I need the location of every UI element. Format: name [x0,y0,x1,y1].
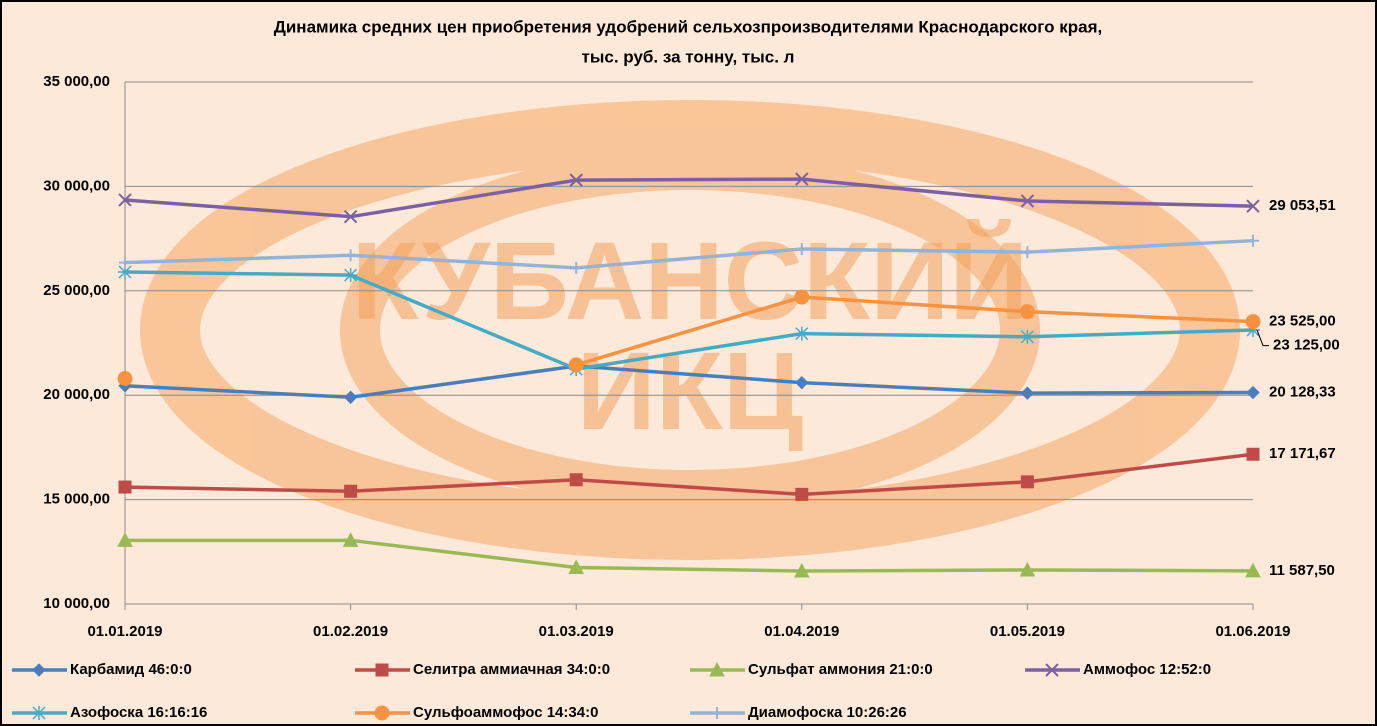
marker [1020,330,1034,344]
marker [795,290,809,304]
legend-label: Карбамид 46:0:0 [70,661,192,678]
marker [375,706,389,720]
marker [118,371,132,385]
legend-label: Диамофоска 10:26:26 [748,704,907,721]
legend-label: Сульфоаммофос 14:34:0 [413,704,598,721]
x-tick-label: 01.04.2019 [764,623,839,640]
marker [569,358,583,372]
y-tick-label: 15 000,00 [43,491,110,508]
data-label: 20 128,33 [1269,383,1336,400]
legend-label: Аммофос 12:52:0 [1083,661,1211,678]
x-tick-label: 01.03.2019 [539,623,614,640]
watermark-text: ИКЦ [577,330,804,453]
data-label: 23 525,00 [1269,313,1336,330]
data-label: 11 587,50 [1269,562,1335,579]
legend-label: Селитра аммиачная 34:0:0 [413,661,610,678]
marker [344,268,358,282]
legend-item: Карбамид 46:0:0 [12,661,192,678]
legend-label: Сульфат аммония 21:0:0 [748,661,933,678]
marker [796,488,808,500]
chart: КУБАНСКИЙ ИКЦ Динамика средних цен приоб… [0,0,1377,726]
data-label: 17 171,67 [1269,445,1336,462]
y-tick-label: 20 000,00 [43,386,110,403]
marker [570,474,582,486]
y-tick-label: 10 000,00 [43,595,110,612]
marker [1020,305,1034,319]
marker [32,706,46,720]
x-tick-label: 01.01.2019 [87,623,162,640]
marker [1246,315,1260,329]
marker [1021,476,1033,488]
data-label: 23 125,00 [1273,337,1340,354]
y-tick-label: 30 000,00 [43,177,110,194]
marker [795,327,809,341]
marker [119,481,131,493]
chart-subtitle: тыс. руб. за тонну, тыс. л [582,47,795,66]
chart-title: Динамика средних цен приобретения удобре… [274,17,1102,36]
x-tick-label: 01.05.2019 [990,623,1065,640]
legend-label: Азофоска 16:16:16 [70,704,207,721]
y-tick-label: 35 000,00 [43,73,110,90]
data-label: 29 053,51 [1269,197,1336,214]
x-tick-label: 01.02.2019 [313,623,388,640]
marker [376,664,388,676]
y-tick-label: 25 000,00 [43,282,110,299]
watermark-text: КУБАНСКИЙ [352,219,1029,343]
marker [345,485,357,497]
x-tick-label: 01.06.2019 [1215,623,1290,640]
marker [1247,448,1259,460]
